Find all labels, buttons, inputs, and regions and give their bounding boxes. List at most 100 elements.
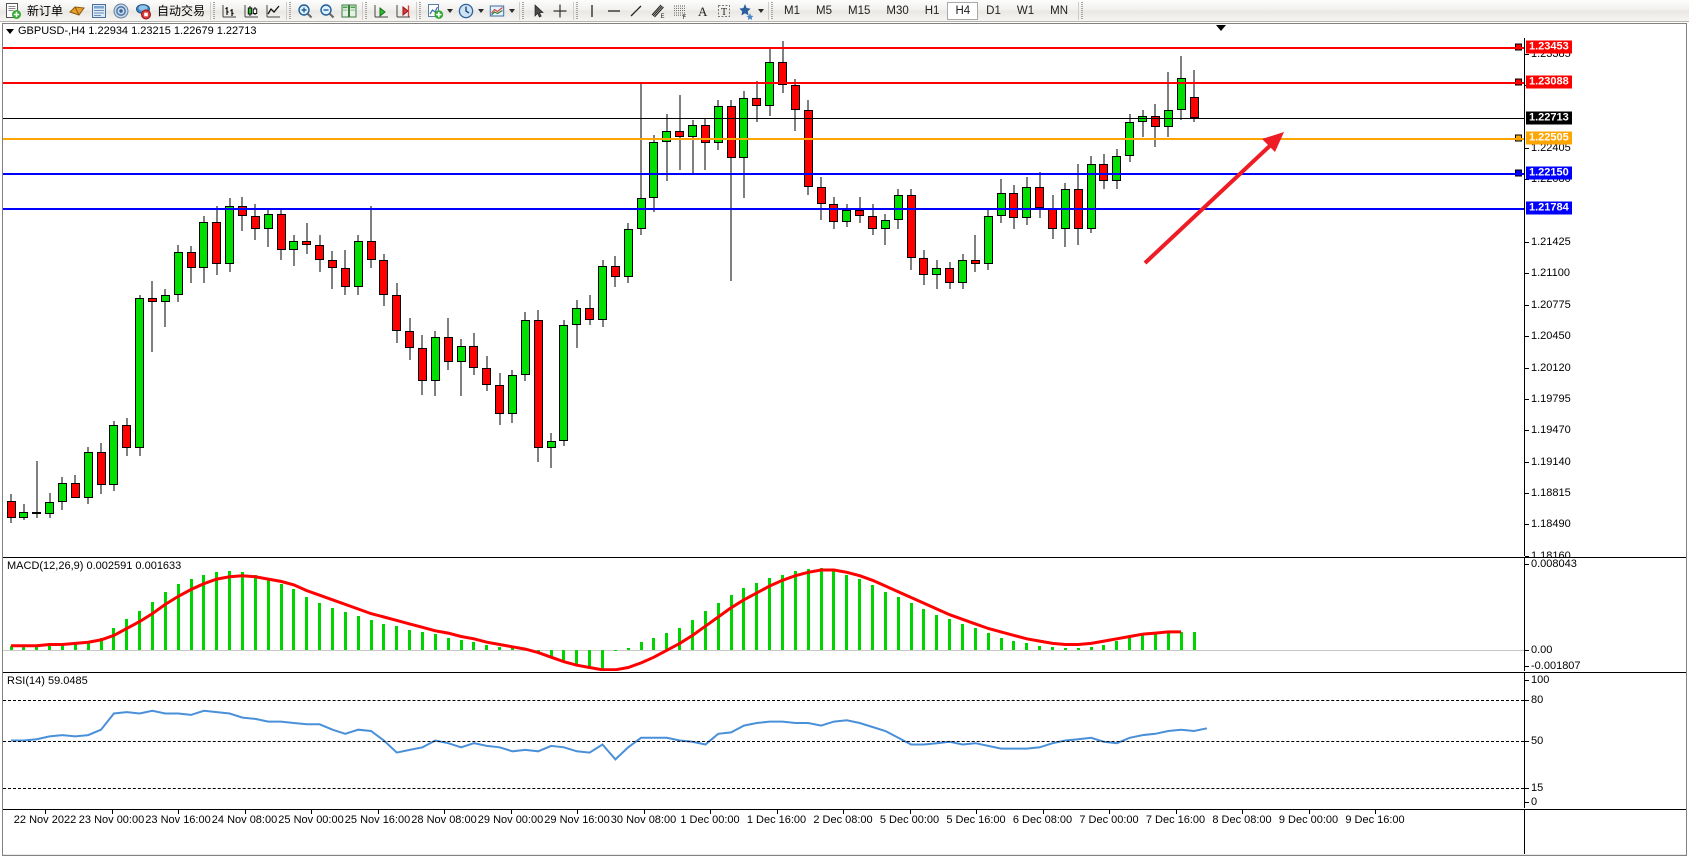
rsi-plot-area[interactable] — [3, 673, 1524, 808]
rsi-axis-tick — [1525, 700, 1529, 701]
macd-histogram-bar — [793, 571, 797, 651]
price-axis[interactable]: 1.233851.230601.224051.220801.214251.211… — [1524, 38, 1686, 562]
timeframe-button-m1[interactable]: M1 — [784, 4, 801, 17]
auto-trading-button[interactable] — [132, 1, 154, 21]
market-watch-button[interactable] — [88, 1, 110, 21]
macd-histogram-bar — [86, 641, 90, 651]
toolbar-separator — [416, 1, 423, 20]
macd-histogram-bar — [883, 591, 887, 651]
macd-plot-area[interactable] — [3, 558, 1524, 671]
svg-text:E: E — [661, 14, 665, 20]
candle-body-bearish — [790, 85, 800, 111]
candle-wick — [331, 251, 333, 289]
timeframe-button-m5[interactable]: M5 — [816, 4, 832, 17]
expert-advisor-button[interactable] — [66, 1, 88, 21]
price-axis-tick — [1525, 273, 1529, 275]
zoom-in-button[interactable] — [294, 1, 316, 21]
price-level-line-support-1[interactable] — [3, 172, 1524, 175]
candlestick-chart-button[interactable] — [240, 1, 262, 21]
candlestick — [507, 38, 517, 556]
zoom-out-button[interactable] — [316, 1, 338, 21]
horizontal-line-button[interactable] — [603, 1, 625, 21]
crosshair-button[interactable] — [549, 1, 571, 21]
fibonacci-retracement-button[interactable]: F — [669, 1, 691, 21]
candle-body-bearish — [70, 482, 80, 499]
chart-menu-caret-icon[interactable] — [6, 28, 14, 34]
time-axis-tick — [1109, 810, 1110, 814]
price-tag-support-1: 1.22150 — [1526, 166, 1572, 180]
time-axis-tick — [1242, 810, 1243, 814]
candlestick — [366, 38, 376, 556]
main-toolbar: 新订单 — [0, 0, 1689, 22]
shapes-button[interactable] — [735, 1, 757, 21]
chart-scroll-caret-icon[interactable] — [1216, 25, 1226, 31]
macd-histogram-bar — [1153, 634, 1157, 651]
bar-chart-icon — [222, 4, 237, 17]
candlestick — [147, 38, 157, 556]
new-order-label[interactable]: 新订单 — [27, 4, 64, 18]
chevron-down-icon[interactable] — [758, 8, 765, 13]
vertical-line-button[interactable] — [581, 1, 603, 21]
trendline-button[interactable] — [625, 1, 647, 21]
candle-wick — [730, 100, 732, 282]
timeframe-button-m30[interactable]: M30 — [886, 4, 909, 17]
candle-body-bullish — [1112, 156, 1122, 182]
chevron-down-icon[interactable] — [478, 8, 485, 13]
macd-histogram-bar — [601, 650, 604, 671]
new-order-button[interactable] — [2, 1, 24, 21]
auto-trading-label[interactable]: 自动交易 — [157, 4, 206, 18]
candlestick — [1060, 38, 1070, 556]
periods-button[interactable] — [455, 1, 477, 21]
timeframe-button-w1[interactable]: W1 — [1016, 4, 1035, 17]
price-plot-area[interactable] — [3, 38, 1524, 556]
candlestick — [726, 38, 736, 556]
chevron-down-icon[interactable] — [447, 8, 454, 13]
signals-button[interactable] — [110, 1, 132, 21]
macd-histogram-bar — [395, 626, 399, 651]
timeframe-button-d1[interactable]: D1 — [986, 4, 1001, 17]
price-axis-label: 1.20120 — [1531, 361, 1571, 374]
candle-body-bearish — [122, 425, 132, 449]
timeframe-button-m15[interactable]: M15 — [848, 4, 871, 17]
text-label-button[interactable]: T — [713, 1, 735, 21]
chart-shift-icon — [396, 4, 411, 17]
templates-button[interactable] — [486, 1, 508, 21]
autoscroll-button[interactable] — [370, 1, 392, 21]
time-axis-tick — [909, 810, 911, 814]
candlestick — [379, 38, 389, 556]
candle-body-bullish — [739, 97, 749, 159]
candle-body-bearish — [868, 215, 878, 230]
autoscroll-icon — [374, 4, 389, 17]
candle-body-bullish — [1022, 186, 1032, 218]
candle-body-bearish — [32, 511, 42, 514]
chart-shift-button[interactable] — [392, 1, 414, 21]
candle-wick — [460, 338, 462, 397]
chevron-down-icon[interactable] — [509, 8, 516, 13]
macd-histogram-bar — [420, 631, 424, 651]
add-indicator-button[interactable] — [424, 1, 446, 21]
equidistant-channel-button[interactable]: E — [647, 1, 669, 21]
candlestick — [417, 38, 427, 556]
timeframe-button-h4[interactable]: H4 — [947, 1, 979, 20]
candlestick — [430, 38, 440, 556]
candlestick — [842, 38, 852, 556]
price-level-line-resistance-2[interactable] — [3, 47, 1524, 50]
timeframe-button-mn[interactable]: MN — [1050, 4, 1068, 17]
candle-body-bearish — [96, 452, 106, 485]
text-button[interactable]: A — [691, 1, 713, 21]
candle-body-bullish — [353, 240, 363, 287]
cursor-button[interactable] — [527, 1, 549, 21]
bar-chart-button[interactable] — [218, 1, 240, 21]
price-level-line-pivot[interactable] — [3, 138, 1524, 141]
candle-body-bearish — [752, 97, 762, 107]
timeframe-button-h1[interactable]: H1 — [924, 4, 940, 17]
price-level-line-last-price[interactable] — [3, 118, 1524, 120]
candle-body-bearish — [919, 258, 929, 276]
time-axis[interactable]: 22 Nov 2022 23 Nov 00:00 23 Nov 16:00 24 No… — [3, 809, 1686, 855]
tile-windows-button[interactable] — [338, 1, 360, 21]
price-level-line-resistance-1[interactable] — [3, 82, 1524, 85]
line-chart-button[interactable] — [262, 1, 284, 21]
candlestick — [109, 38, 119, 556]
price-level-line-support-2[interactable] — [3, 207, 1524, 210]
candle-wick — [1142, 110, 1144, 137]
